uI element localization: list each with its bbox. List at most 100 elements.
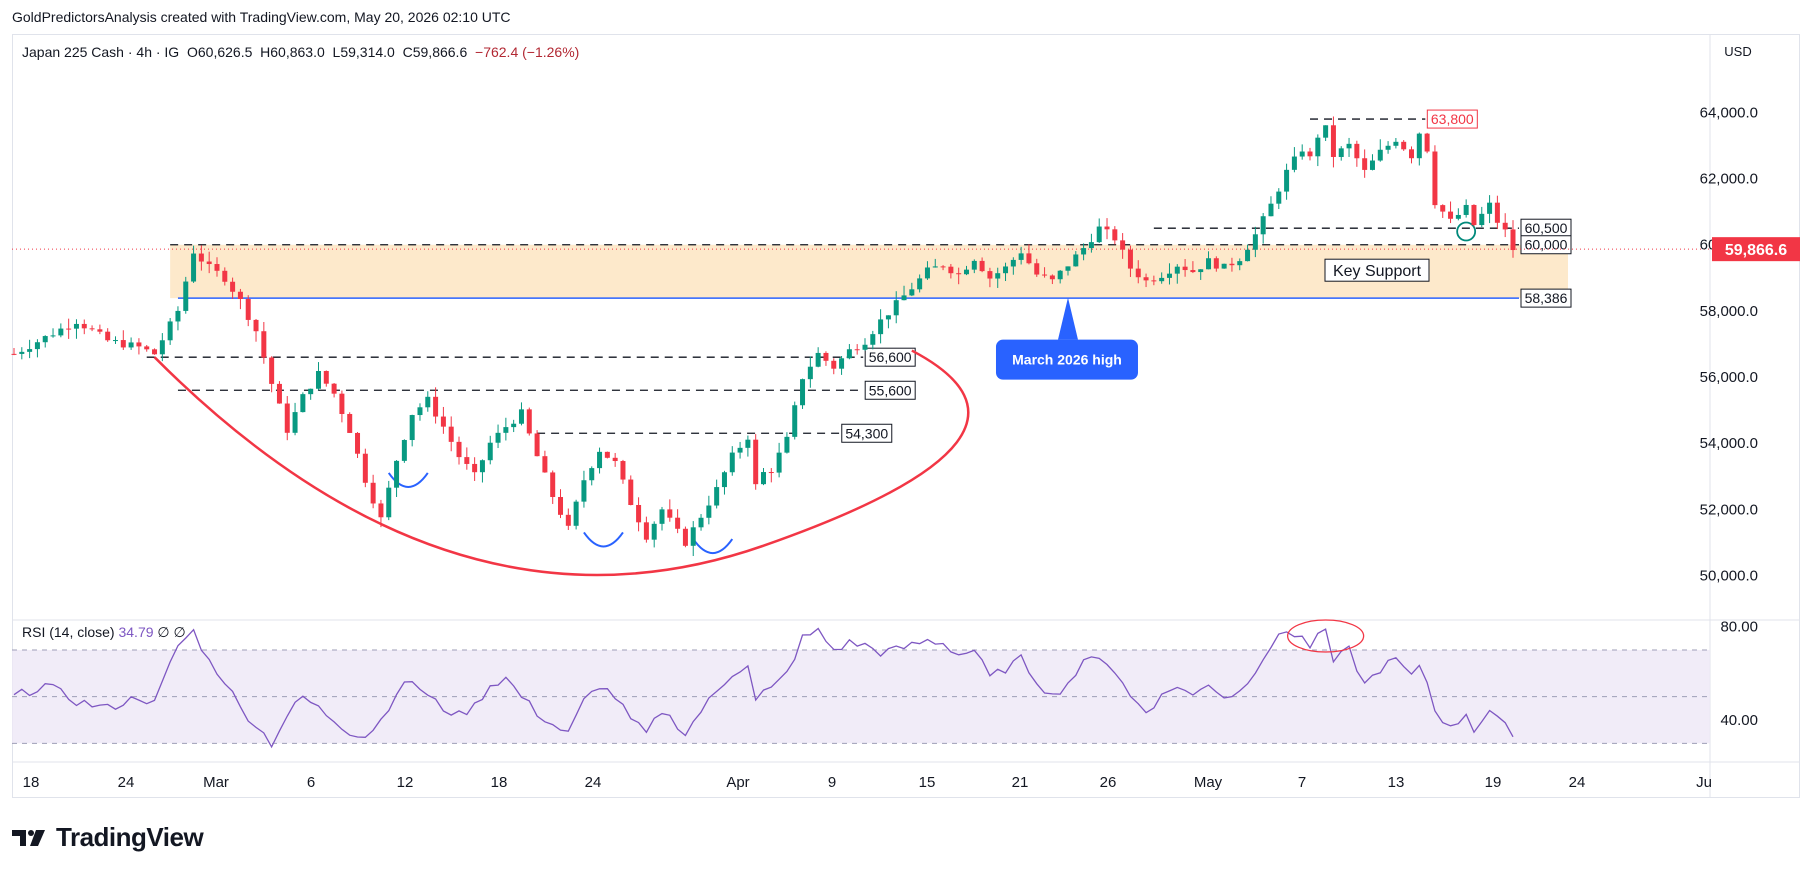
time-tick-label: 13	[1388, 774, 1405, 791]
candle-body	[386, 487, 392, 518]
candle-body	[1510, 229, 1516, 251]
rounding-arc	[692, 538, 734, 555]
candle-body	[729, 452, 735, 473]
time-tick-label: 18	[23, 774, 40, 791]
candle-body	[1440, 205, 1446, 212]
candle-body	[550, 472, 556, 498]
time-tick-label: Ju	[1696, 774, 1712, 791]
candle-body	[1463, 204, 1469, 215]
ohlc-low: L59,314.0	[332, 44, 395, 60]
candle-body	[1494, 202, 1500, 223]
candle-body	[565, 514, 571, 526]
candle-body	[706, 505, 712, 518]
candle-body	[776, 452, 782, 473]
level-label-box	[864, 347, 916, 367]
candle-body	[909, 289, 915, 296]
rsi-label[interactable]: RSI (14, close)	[22, 624, 115, 640]
candle-body	[589, 468, 595, 481]
price-tick-label: 50,000.0	[1700, 567, 1758, 584]
candle-body	[971, 260, 977, 270]
candle-body	[714, 487, 720, 506]
candle-body	[261, 331, 267, 358]
currency-label[interactable]: USD	[1724, 44, 1752, 59]
candle-body	[1245, 249, 1251, 262]
cup-curve	[153, 349, 970, 577]
price-tick-label: 56,000.0	[1700, 369, 1758, 386]
candle-body	[1096, 226, 1102, 243]
candle-body	[870, 334, 876, 345]
candle-body	[105, 331, 111, 341]
candle-body	[558, 497, 564, 515]
candle-body	[573, 501, 579, 526]
candle-body	[276, 383, 282, 404]
candle-body	[1166, 273, 1172, 278]
level-label-text: 55,600	[869, 382, 912, 398]
level-label-63800: 63,800	[1426, 109, 1478, 129]
candle-body	[1151, 280, 1157, 282]
candle-body	[1416, 133, 1422, 159]
candle-body	[542, 456, 548, 473]
level-label-55600: 55,600	[864, 380, 916, 400]
candle-body	[1268, 203, 1274, 217]
level-label-box	[841, 423, 893, 443]
candle-body	[1198, 269, 1204, 273]
candle-body	[1260, 216, 1266, 235]
candle-body	[73, 323, 79, 329]
candle-body	[175, 310, 181, 322]
candle-body	[1291, 156, 1297, 170]
candle-body	[1112, 229, 1118, 241]
price-tick-label: 52,000.0	[1700, 501, 1758, 518]
candle-body	[1330, 125, 1336, 157]
candle-body	[136, 342, 142, 347]
candle-body	[128, 342, 134, 348]
candle-body	[800, 379, 806, 406]
candle-body	[1385, 145, 1391, 150]
last-price-tag-text: 59,866.6	[1725, 242, 1787, 259]
candle-body	[230, 281, 236, 292]
time-tick-label: 18	[491, 774, 508, 791]
symbol-legend[interactable]: Japan 225 Cash · 4h · IG O60,626.5 H60,8…	[22, 44, 579, 60]
level-label-text: 56,600	[869, 349, 912, 365]
candle-body	[1393, 141, 1399, 146]
candle-body	[300, 394, 306, 413]
ohlc-open: O60,626.5	[186, 44, 253, 60]
candle-body	[1432, 151, 1438, 206]
rsi-legend[interactable]: RSI (14, close) 34.79 ∅ ∅	[22, 624, 186, 641]
candle-body	[11, 353, 17, 355]
candle-body	[409, 415, 415, 441]
candle-body	[167, 321, 173, 341]
level-label-text: 63,800	[1431, 111, 1474, 127]
candle-body	[448, 426, 454, 442]
candle-body	[1190, 270, 1196, 273]
candle-body	[698, 517, 704, 528]
candle-body	[917, 278, 923, 290]
candle-body	[89, 328, 95, 330]
candle-body	[1135, 268, 1141, 278]
candle-body	[1206, 258, 1212, 270]
candle-body	[425, 396, 431, 408]
candle-body	[19, 351, 25, 354]
candle-body	[50, 335, 56, 337]
candle-body	[963, 269, 969, 275]
candle-body	[378, 503, 384, 518]
level-label-box	[1520, 288, 1572, 308]
candle-body	[948, 266, 954, 274]
level-label-60500: 60,500	[1520, 218, 1572, 238]
symbol-name[interactable]: Japan 225 Cash · 4h · IG	[22, 44, 180, 60]
tradingview-logo[interactable]: TradingView	[12, 822, 204, 853]
candle-body	[987, 271, 993, 279]
level-label-box	[1426, 109, 1478, 129]
price-tick-label: 54,000.0	[1700, 435, 1758, 452]
candle-body	[487, 442, 493, 461]
candle-body	[643, 522, 649, 540]
candle-body	[534, 433, 540, 457]
candle-body	[737, 447, 743, 453]
ohlc-high: H60,863.0	[260, 44, 325, 60]
candle-body	[159, 340, 165, 355]
candle-body	[761, 472, 766, 485]
candle-body	[237, 291, 243, 300]
candle-body	[1081, 248, 1087, 255]
chart-credit: GoldPredictorsAnalysis created with Trad…	[12, 9, 511, 25]
candle-body	[323, 370, 329, 384]
